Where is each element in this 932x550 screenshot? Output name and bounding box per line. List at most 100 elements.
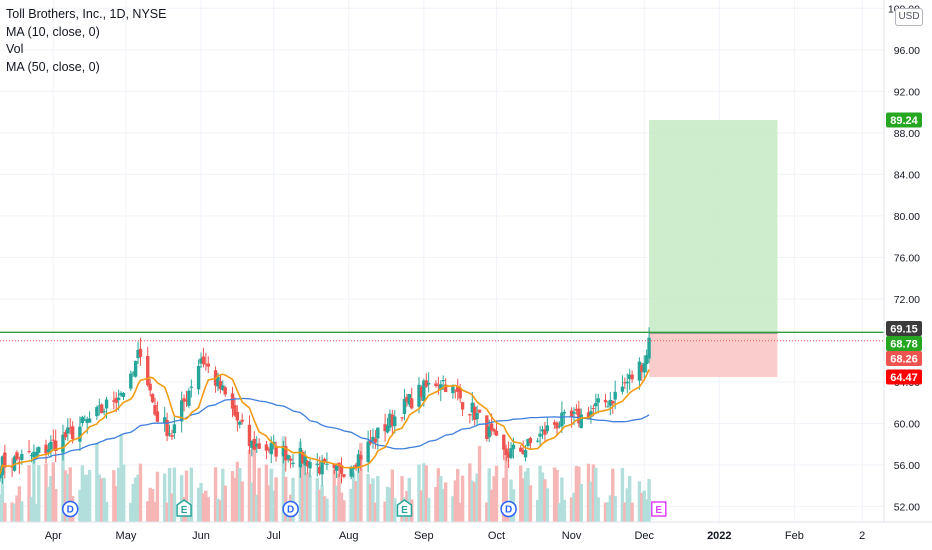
candle-body — [373, 438, 378, 443]
candle-body — [3, 452, 7, 468]
candle-body — [148, 383, 152, 391]
volume-bar — [284, 476, 288, 522]
y-tick-label: 96.00 — [894, 45, 920, 57]
candle-body — [572, 411, 576, 414]
volume-bar — [114, 486, 118, 522]
volume-bar — [204, 490, 208, 522]
volume-bar — [116, 467, 121, 522]
volume-bar — [441, 488, 445, 522]
candle-body — [274, 445, 278, 457]
volume-bar — [269, 468, 273, 522]
currency-button[interactable]: USD — [895, 8, 923, 26]
candle-body — [150, 393, 155, 403]
candle-body — [393, 416, 397, 427]
volume-bar — [250, 482, 254, 522]
volume-bar — [298, 441, 303, 522]
volume-bar — [78, 489, 82, 522]
x-tick-label: Nov — [562, 530, 582, 542]
volume-bar — [223, 485, 227, 522]
volume-bar — [393, 498, 397, 522]
volume-bar — [15, 495, 19, 522]
volume-bar — [213, 467, 218, 522]
volume-bar — [133, 477, 138, 522]
candle-body — [545, 425, 550, 432]
candle-body — [87, 418, 92, 423]
volume-bar — [456, 468, 460, 522]
volume-bar — [274, 477, 278, 522]
volume-bar — [148, 487, 152, 522]
moving-averages — [0, 369, 650, 475]
position-zones — [649, 119, 778, 378]
volume-bar — [373, 502, 378, 522]
volume-bar — [569, 497, 574, 522]
volume-bar — [12, 503, 17, 522]
candle-body — [121, 392, 126, 397]
candle-body — [37, 447, 41, 453]
volume-bar — [572, 492, 576, 522]
candle-body — [44, 444, 48, 454]
volume-bar — [121, 464, 126, 522]
candle-body — [102, 411, 106, 413]
candle-body — [83, 419, 87, 421]
volume-bar — [315, 478, 319, 522]
candle-body — [557, 425, 562, 427]
volume-bar — [371, 478, 375, 522]
volume-bar — [247, 449, 252, 522]
volume-bar — [17, 486, 22, 522]
volume-bar — [509, 479, 513, 522]
candle-body — [17, 461, 22, 463]
candle-body — [308, 461, 312, 469]
volume-bar — [596, 497, 600, 522]
candle-body — [477, 409, 482, 413]
candle-body — [552, 422, 557, 425]
candle-body — [526, 439, 530, 446]
volume-bar — [574, 465, 579, 522]
candle-body — [322, 458, 327, 463]
volume-bar — [383, 501, 387, 522]
candle-body — [342, 474, 346, 477]
candle-body — [116, 397, 121, 401]
candle-body — [434, 383, 438, 387]
volume-bar — [473, 481, 477, 522]
time-axis[interactable]: Apr May Jun Jul Aug Sep Oct Nov Dec 2022 Feb 2 — [45, 530, 866, 542]
volume-bar — [577, 466, 581, 522]
volume-bar — [470, 480, 474, 522]
volume-bar — [165, 502, 169, 522]
candle-body — [637, 361, 642, 381]
candle-body — [97, 405, 101, 407]
candle-body — [489, 423, 494, 431]
price-tag — [886, 335, 922, 351]
volume-bar — [170, 493, 174, 522]
volume-bar — [606, 502, 610, 522]
volume-bar — [385, 486, 390, 522]
volume-bar — [95, 443, 99, 522]
candle-body — [586, 412, 591, 420]
candle-body — [51, 439, 55, 441]
candle-body — [206, 363, 210, 367]
volume-bar — [519, 465, 523, 522]
volume-bar — [540, 472, 545, 522]
x-tick-label: 2022 — [707, 530, 731, 542]
volume-bar — [102, 477, 106, 522]
candle-body — [95, 407, 99, 417]
volume-bar — [630, 502, 634, 522]
candle-body — [317, 466, 322, 474]
candle-body — [519, 447, 523, 452]
candle-body — [606, 406, 610, 408]
candle-body — [560, 412, 564, 427]
volume-bar — [613, 496, 617, 522]
candle-body — [485, 415, 489, 439]
volume-bar — [264, 464, 269, 522]
volume-bar — [3, 502, 7, 522]
volume-bar — [543, 479, 547, 522]
candle-body — [569, 410, 574, 417]
candle-body — [184, 400, 189, 402]
candle-body — [388, 413, 392, 428]
volume-bar — [477, 445, 482, 522]
y-tick-label: 60.00 — [894, 418, 920, 430]
volume-bar — [172, 467, 177, 522]
candle-body — [136, 349, 140, 359]
candle-body — [623, 382, 627, 384]
